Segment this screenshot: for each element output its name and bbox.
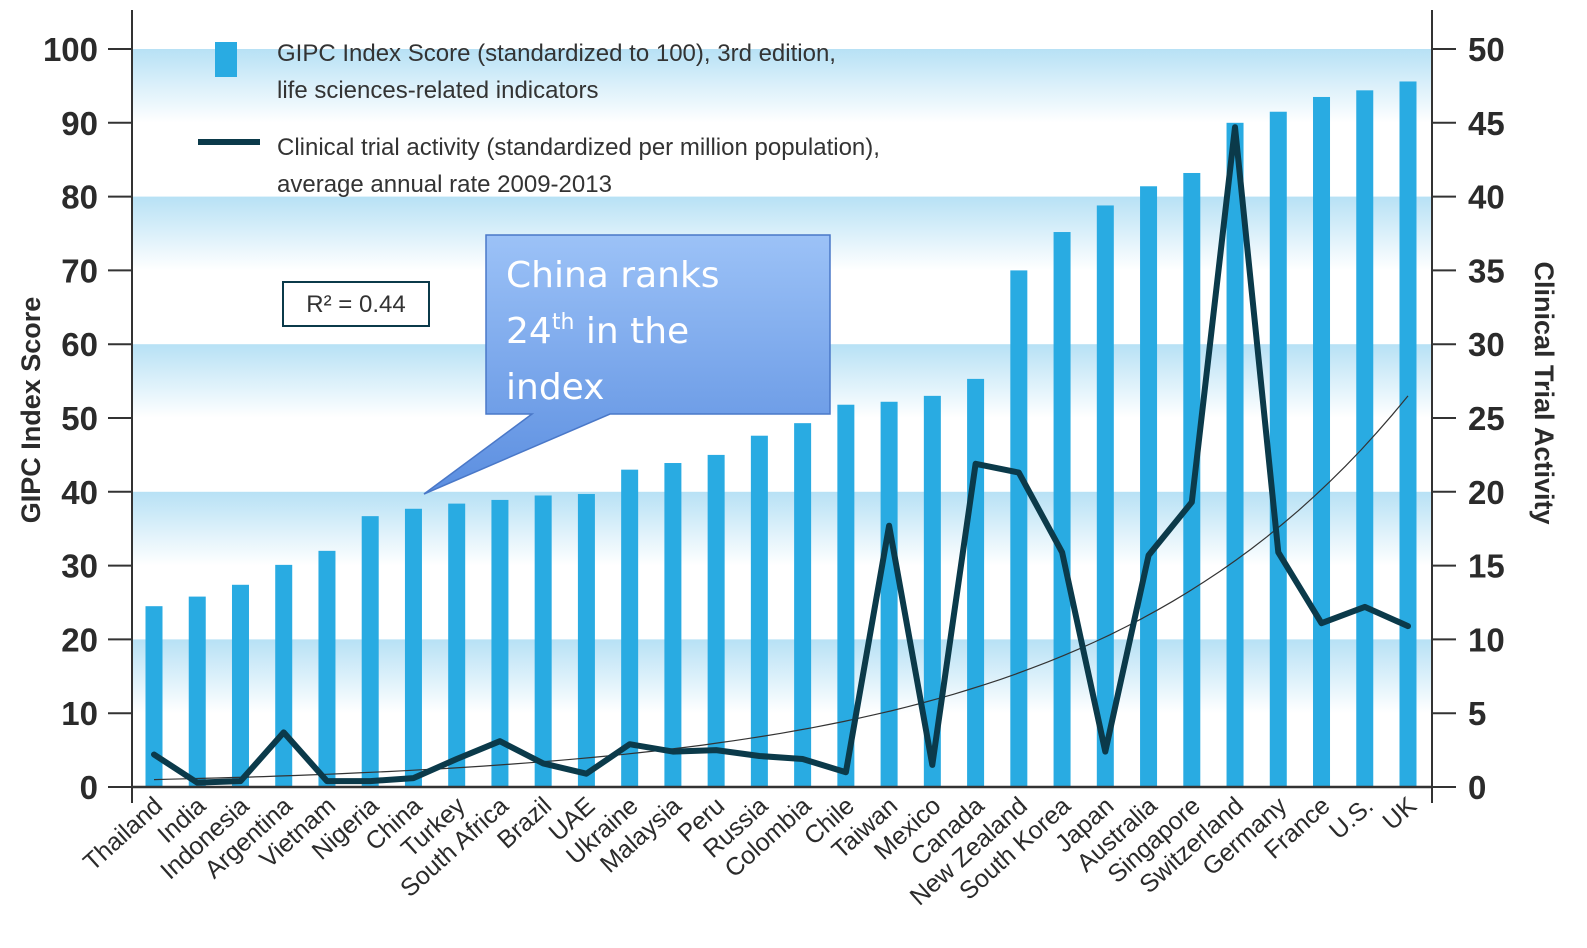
bar-china: [405, 509, 422, 787]
right-tick-label: 50: [1468, 31, 1505, 68]
category-label: UK: [1377, 791, 1422, 835]
left-tick-label: 80: [61, 179, 98, 216]
right-tick-label: 30: [1468, 326, 1505, 363]
bar-australia: [1140, 186, 1157, 787]
trendline: [154, 396, 1408, 780]
left-tick-label: 20: [61, 621, 98, 658]
left-tick-label: 50: [61, 400, 98, 437]
left-tick-label: 60: [61, 326, 98, 363]
category-labels: ThailandIndiaIndonesiaArgentinaVietnamNi…: [78, 791, 1422, 911]
callout-rank-suffix: th: [552, 310, 575, 335]
right-tick-label: 40: [1468, 179, 1505, 216]
bar-new-zealand: [1010, 270, 1027, 787]
bar-brazil: [535, 495, 552, 787]
left-tick-label: 0: [80, 769, 98, 806]
bar-switzerland: [1227, 123, 1244, 787]
callout-line3: index: [506, 367, 605, 408]
left-axis-ticks: 0 10 20 30 40 50 60 70 80 90 100: [43, 31, 132, 806]
legend-line-label-line2: average annual rate 2009-2013: [277, 171, 612, 198]
bar-germany: [1270, 112, 1287, 787]
callout-rank-number: 24: [506, 311, 552, 352]
category-label: U.S.: [1324, 792, 1379, 845]
bar-france: [1313, 97, 1330, 787]
bar-uae: [578, 494, 595, 787]
legend-bar-label-line2: life sciences-related indicators: [277, 77, 598, 104]
left-tick-label: 40: [61, 474, 98, 511]
left-tick-label: 10: [61, 695, 98, 732]
callout-rank-rest: in the: [574, 311, 689, 352]
bar-uk: [1400, 81, 1417, 787]
bar-south-korea: [1054, 232, 1071, 787]
callout-line1: China ranks: [506, 255, 720, 296]
r-squared-label: R² = 0.44: [306, 291, 405, 318]
r-squared-box: R² = 0.44: [283, 282, 429, 326]
bar-peru: [708, 455, 725, 787]
bar-russia: [751, 436, 768, 787]
bar-malaysia: [664, 463, 681, 787]
right-tick-label: 0: [1468, 769, 1486, 806]
legend-line-label-line1: Clinical trial activity (standardized pe…: [277, 134, 880, 161]
legend-bar-label-line1: GIPC Index Score (standardized to 100), …: [277, 40, 836, 67]
bar-india: [189, 597, 206, 787]
legend-bar-swatch: [215, 42, 237, 77]
left-tick-label: 100: [43, 31, 98, 68]
right-tick-label: 5: [1468, 695, 1486, 732]
left-axis-title: GIPC Index Score: [16, 297, 46, 524]
bar-colombia: [794, 423, 811, 787]
right-tick-label: 10: [1468, 621, 1505, 658]
bar-indonesia: [232, 585, 249, 787]
right-tick-label: 35: [1468, 252, 1505, 289]
left-tick-label: 70: [61, 252, 98, 289]
bar-turkey: [448, 504, 465, 787]
bar-nigeria: [362, 516, 379, 787]
right-axis-ticks: 0 5 10 15 20 25 30 35 40 45 50: [1432, 31, 1505, 806]
right-tick-label: 20: [1468, 474, 1505, 511]
left-tick-label: 30: [61, 548, 98, 585]
trendline-group: [154, 396, 1408, 780]
bar-japan: [1097, 205, 1114, 787]
callout-line2: 24th in the: [506, 310, 689, 352]
right-axis-title: Clinical Trial Activity: [1529, 261, 1559, 524]
right-tick-label: 25: [1468, 400, 1505, 437]
bar-ukraine: [621, 470, 638, 787]
right-tick-label: 45: [1468, 105, 1505, 142]
bar-argentina: [275, 565, 292, 787]
bar-taiwan: [881, 402, 898, 787]
left-tick-label: 90: [61, 105, 98, 142]
bar-vietnam: [318, 551, 335, 787]
bar-canada: [967, 379, 984, 787]
right-tick-label: 15: [1468, 548, 1505, 585]
